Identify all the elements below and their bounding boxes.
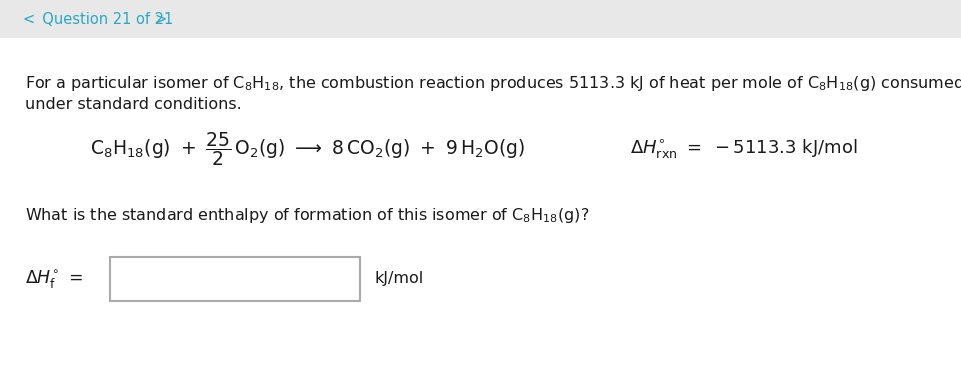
Text: $\Delta H^{\circ}_{\mathrm{f}}\ =$: $\Delta H^{\circ}_{\mathrm{f}}\ =$ <box>25 268 83 290</box>
Bar <box>110 257 360 301</box>
Bar <box>0 0 961 38</box>
Text: $\Delta H^{\circ}_{\mathrm{rxn}}\ =\ -5113.3\ \mathrm{kJ/mol}$: $\Delta H^{\circ}_{\mathrm{rxn}}\ =\ -51… <box>630 138 857 161</box>
Text: For a particular isomer of $\mathrm{C_8H_{18}}$, the combustion reaction produce: For a particular isomer of $\mathrm{C_8H… <box>25 74 961 93</box>
Text: >: > <box>155 11 167 27</box>
Text: under standard conditions.: under standard conditions. <box>25 97 242 112</box>
Text: What is the standard enthalpy of formation of this isomer of $\mathrm{C_8H_{18}(: What is the standard enthalpy of formati… <box>25 206 589 225</box>
Text: $\mathrm{C_8H_{18}(g)\ +\ \dfrac{25}{2}\,O_2(g)\ \longrightarrow\ 8\,CO_2(g)\ +\: $\mathrm{C_8H_{18}(g)\ +\ \dfrac{25}{2}\… <box>90 130 525 168</box>
Bar <box>0 38 961 369</box>
Text: kJ/mol: kJ/mol <box>375 272 424 286</box>
Text: Question 21 of 21: Question 21 of 21 <box>33 11 183 27</box>
Text: <: < <box>22 11 35 27</box>
